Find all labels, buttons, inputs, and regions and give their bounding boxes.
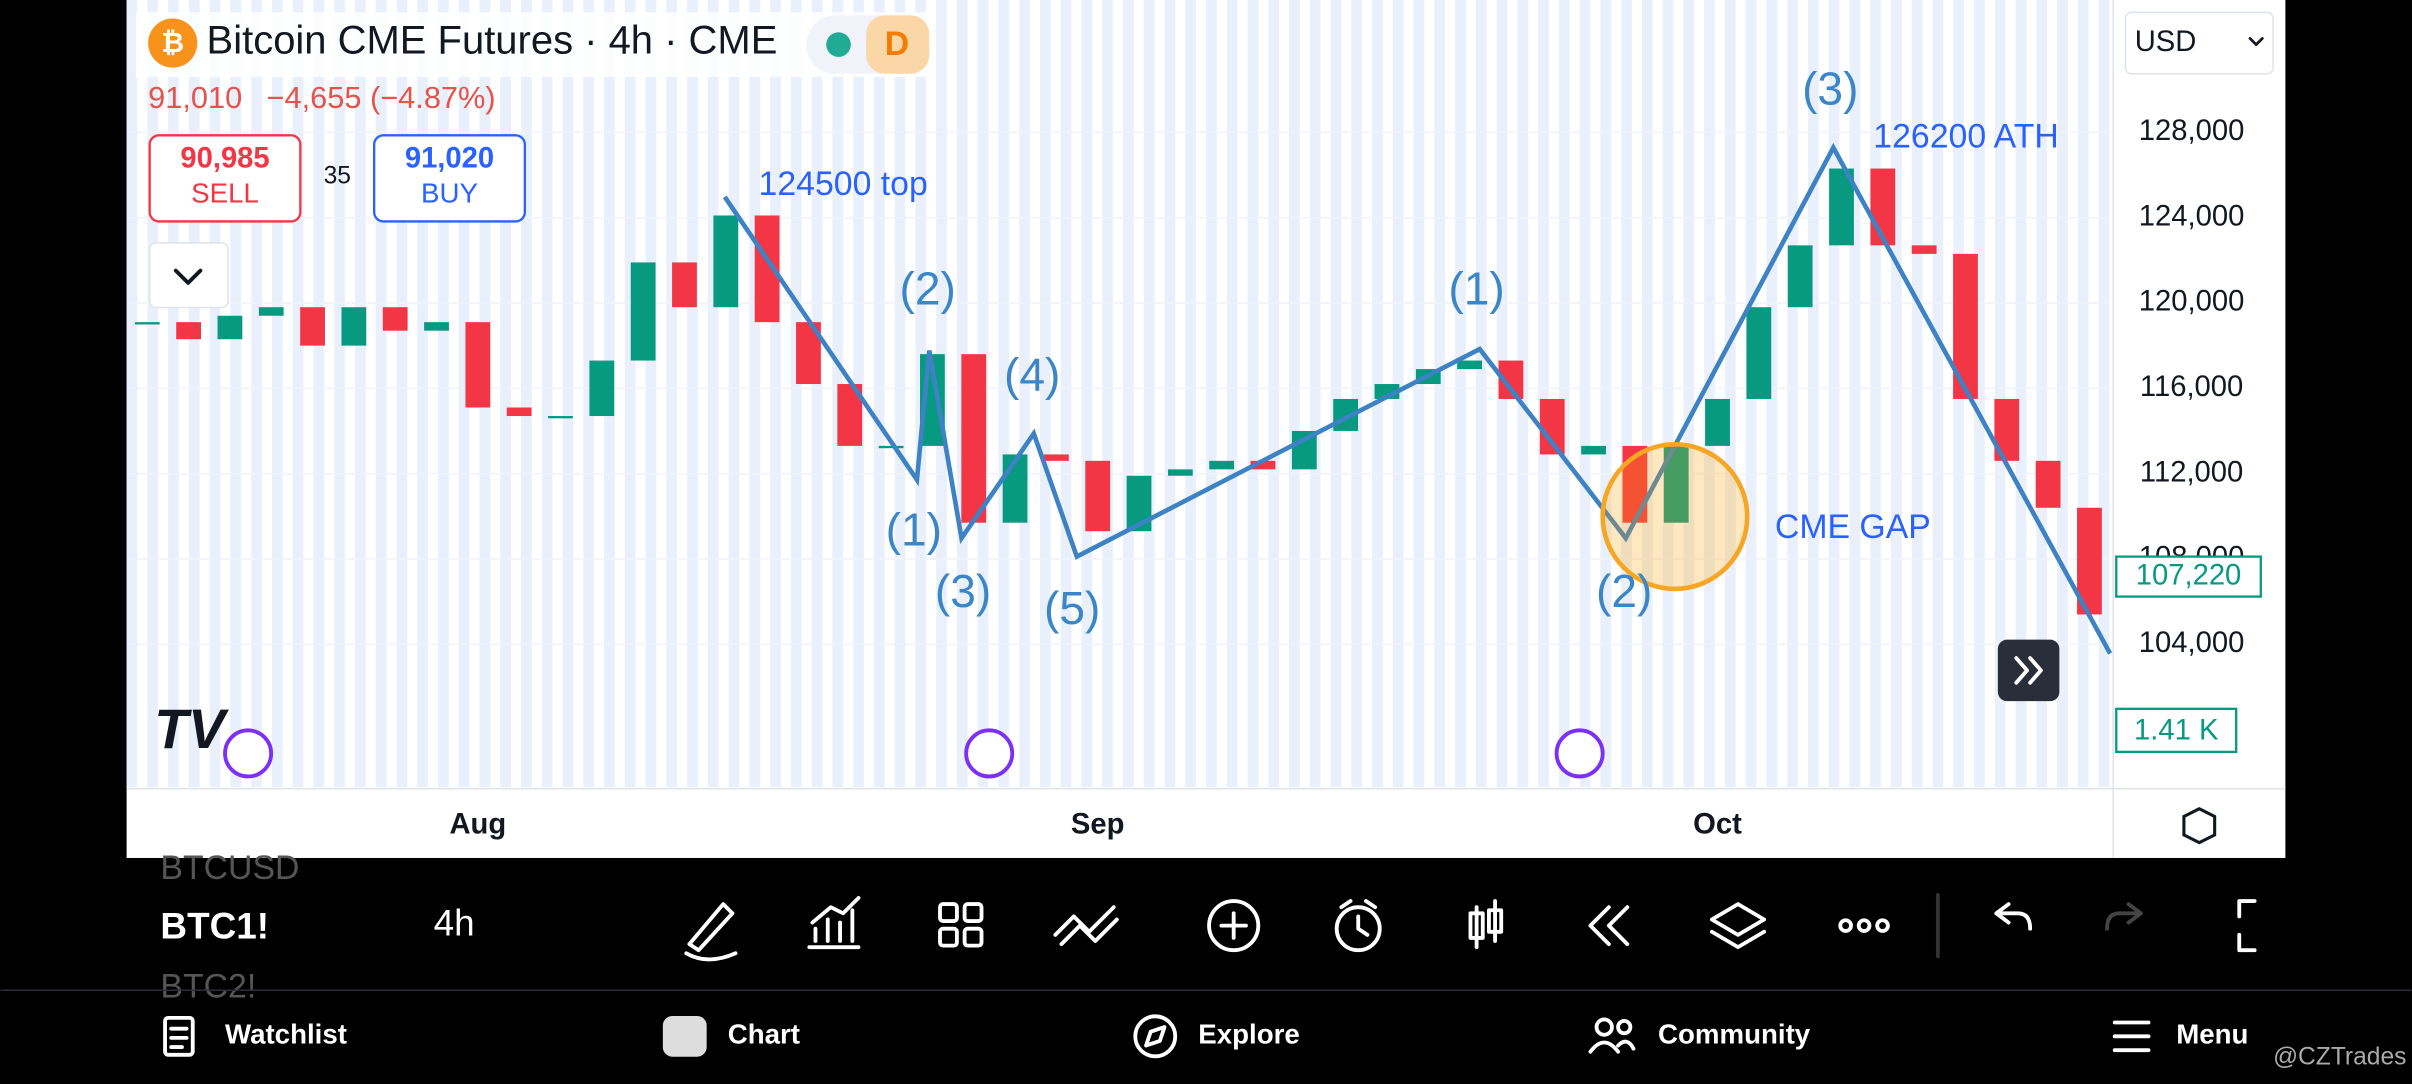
- buy-price: 91,020: [405, 143, 494, 175]
- wave-label: (3): [935, 565, 991, 617]
- arrow-icon: [2014, 656, 2029, 685]
- wave-label: (1): [1448, 262, 1504, 314]
- last-price: 91,010: [148, 80, 242, 115]
- market-open-dot: [826, 32, 851, 57]
- nav-item[interactable]: Menu: [2176, 1019, 2248, 1050]
- nav-item[interactable]: Explore: [1198, 1019, 1299, 1050]
- price-change: −4,655 (−4.87%): [267, 80, 496, 115]
- candle: [1705, 398, 1730, 446]
- symbol-option[interactable]: BTC2!: [160, 968, 256, 1006]
- candle: [506, 407, 532, 417]
- event-markers: [223, 728, 1605, 779]
- wave-label: (1): [886, 504, 942, 556]
- settings-icon[interactable]: [2182, 807, 2217, 845]
- nav-item[interactable]: Watchlist: [225, 1019, 347, 1050]
- buy-button[interactable]: [373, 134, 527, 223]
- bitcoin-glyph: ₿: [161, 27, 184, 58]
- candle: [878, 445, 904, 449]
- candle: [1746, 307, 1772, 399]
- chevron-icon: [173, 268, 203, 285]
- currency-selector[interactable]: [2124, 11, 2274, 75]
- toolbar-icons[interactable]: [684, 892, 2257, 962]
- candle: [713, 215, 739, 308]
- candle: [1043, 454, 1069, 461]
- candle: [258, 307, 284, 316]
- header-backdrop: [135, 12, 936, 77]
- candle: [134, 322, 160, 325]
- sell-button[interactable]: [148, 134, 302, 223]
- candle: [630, 262, 656, 361]
- wave-label: (4): [1004, 348, 1060, 400]
- candle: [1250, 460, 1276, 470]
- spread: 35: [324, 162, 351, 189]
- arrow-icon: [2028, 656, 2043, 685]
- x-tick-label: Oct: [1693, 808, 1742, 840]
- chevron-icon: [2248, 37, 2264, 46]
- candle: [1209, 460, 1235, 470]
- candle: [341, 307, 367, 346]
- candle: [176, 322, 201, 340]
- nav-item[interactable]: Chart: [728, 1019, 800, 1050]
- wave-label: (2): [1596, 565, 1652, 617]
- candle: [1085, 460, 1111, 532]
- y-tick-label: 128,000: [2139, 115, 2245, 147]
- x-tick-label: Sep: [1071, 808, 1125, 840]
- bitcoin-icon: [148, 18, 198, 68]
- candle: [300, 307, 325, 346]
- currency: USD: [2135, 26, 2197, 58]
- gap-highlight: [1600, 442, 1750, 592]
- y-tick-label: 120,000: [2139, 286, 2245, 318]
- candle: [2035, 460, 2061, 508]
- candle: [1911, 245, 1937, 254]
- sell-price: 90,985: [180, 143, 269, 175]
- y-tick-label: 104,000: [2139, 627, 2245, 659]
- nav-item[interactable]: Community: [1658, 1019, 1811, 1050]
- buy-label: BUY: [421, 178, 478, 209]
- candle: [1870, 168, 1896, 246]
- symbol-option[interactable]: BTCUSD: [160, 849, 299, 887]
- logo: TV: [154, 698, 229, 760]
- candle: [465, 322, 491, 408]
- last-price-box: [2115, 555, 2262, 598]
- candle: [1167, 469, 1193, 476]
- annotation: 124500 top: [759, 165, 928, 203]
- y-tick-label: 124,000: [2139, 200, 2245, 232]
- candle: [424, 322, 449, 331]
- candle: [589, 360, 615, 417]
- watermark: @CZTrades: [2273, 1043, 2406, 1070]
- candle: [1002, 454, 1028, 523]
- candle: [961, 354, 987, 523]
- symbol-title[interactable]: Bitcoin CME Futures · 4h · CME: [207, 19, 778, 63]
- volume-label: 1.41 K: [2134, 715, 2219, 747]
- wave-label: (3): [1802, 62, 1858, 114]
- volume-box: [2115, 707, 2238, 754]
- annotation: CME GAP: [1775, 508, 1931, 546]
- candle: [1787, 245, 1813, 308]
- badge: D: [885, 25, 909, 63]
- session-stripes: [126, 0, 2114, 788]
- wave-label: (2): [900, 262, 956, 314]
- nav-icons: [163, 1014, 2151, 1059]
- plot: [126, 131, 2111, 646]
- collapse-button[interactable]: [148, 242, 229, 309]
- annotation: 126200 ATH: [1873, 117, 2058, 155]
- symbol-option[interactable]: BTC1!: [160, 905, 269, 946]
- y-tick-label: 112,000: [2140, 456, 2243, 488]
- badge-box: [866, 15, 930, 74]
- sell-label: SELL: [191, 178, 259, 209]
- candle: [217, 315, 243, 340]
- wave-label: (5): [1044, 582, 1100, 634]
- last-price-label: 107,220: [2136, 559, 2242, 591]
- candle: [1581, 445, 1606, 455]
- x-tick-label: Aug: [449, 808, 506, 840]
- interval[interactable]: 4h: [434, 902, 475, 943]
- y-tick-label: 116,000: [2140, 371, 2243, 403]
- candle: [1457, 360, 1482, 370]
- candle: [548, 416, 573, 419]
- elliott-wave-drawing: [722, 142, 2113, 655]
- candle: [672, 262, 697, 308]
- candle: [382, 307, 408, 331]
